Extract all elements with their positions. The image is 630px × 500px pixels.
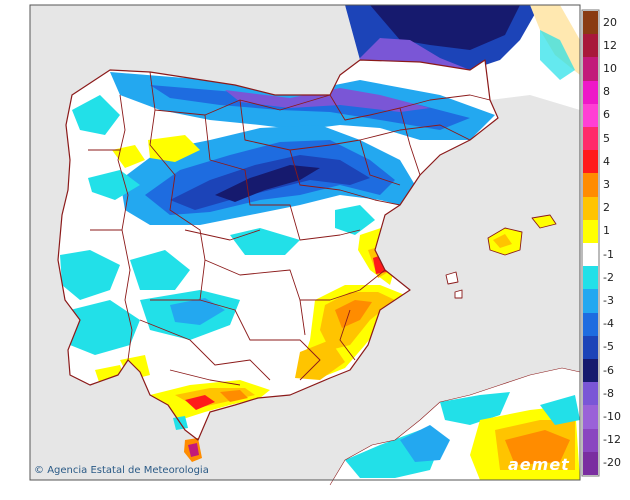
legend-swatch xyxy=(583,312,598,337)
legend-label: 20 xyxy=(603,15,617,29)
legend-frame xyxy=(581,9,600,477)
legend-swatch xyxy=(583,243,598,267)
legend-swatch xyxy=(583,382,598,406)
agency-credit: © Agencia Estatal de Meteorologia xyxy=(34,465,209,476)
north-africa-area xyxy=(173,368,580,485)
legend-swatch xyxy=(583,428,598,453)
legend-swatch xyxy=(583,451,598,476)
legend-label: -5 xyxy=(603,340,614,354)
legend-swatch xyxy=(583,103,598,128)
legend-label: -2 xyxy=(603,270,614,284)
legend-label: 10 xyxy=(603,62,617,75)
legend-label: 6 xyxy=(603,108,610,122)
iberia-area xyxy=(58,60,498,440)
legend-swatch xyxy=(583,196,598,221)
legend-label: 1 xyxy=(603,224,610,238)
legend-swatch xyxy=(583,335,598,360)
agency-credit-text: Agencia Estatal de Meteorologia xyxy=(47,465,209,476)
legend-label: -12 xyxy=(603,433,621,447)
legend-swatch xyxy=(583,11,598,35)
legend-label: 8 xyxy=(603,85,610,99)
aemet-logo: aemet xyxy=(508,455,570,474)
copyright-icon: © xyxy=(34,465,44,476)
legend-swatch xyxy=(583,359,598,383)
legend-swatch xyxy=(583,80,598,105)
legend-swatch xyxy=(583,219,598,244)
legend-label: -1 xyxy=(603,247,614,261)
map-frame xyxy=(29,4,581,481)
legend-label: -3 xyxy=(603,294,614,307)
legend-swatch xyxy=(583,57,598,82)
legend-label: -20 xyxy=(603,456,621,470)
legend-label: 2 xyxy=(603,201,610,215)
legend-swatch xyxy=(583,127,598,151)
legend-label: 3 xyxy=(603,178,610,191)
legend-swatch xyxy=(583,289,598,314)
legend-label: 5 xyxy=(603,131,610,145)
legend-label: -6 xyxy=(603,363,614,377)
legend-swatch xyxy=(583,34,598,58)
legend-label: -10 xyxy=(603,410,621,423)
legend-swatch xyxy=(583,173,598,198)
legend-label: 12 xyxy=(603,38,617,52)
legend-swatch xyxy=(583,150,598,174)
legend-label: 4 xyxy=(603,154,610,168)
legend-swatch xyxy=(583,266,598,290)
legend-swatch xyxy=(583,405,598,430)
region-borders xyxy=(57,59,581,486)
aemet-logo-text: aemet xyxy=(508,455,570,474)
legend-label: -4 xyxy=(603,317,614,331)
legend-label: -8 xyxy=(603,386,614,400)
balearic-islands xyxy=(446,215,556,298)
